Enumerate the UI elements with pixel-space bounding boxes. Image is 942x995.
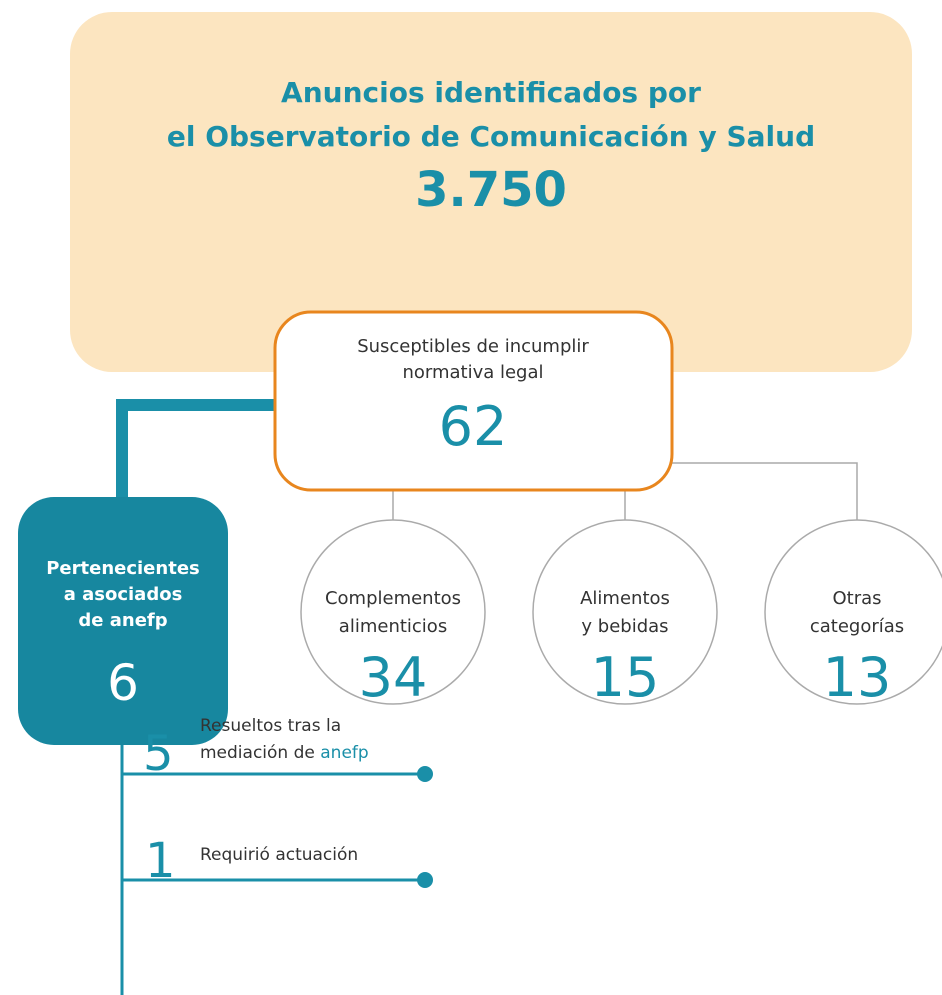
suspect-box	[273, 310, 674, 492]
members-box	[18, 497, 228, 745]
suspect-value: 62	[439, 395, 508, 458]
category-label: Otras	[832, 588, 881, 609]
category-circle	[532, 519, 718, 705]
category-label: Alimentos	[580, 588, 670, 609]
members-value: 6	[107, 654, 139, 712]
members-label: Pertenecientes	[46, 558, 200, 579]
category-value: 34	[359, 646, 428, 709]
dot	[417, 872, 433, 888]
members-label: de anefp	[78, 610, 167, 631]
dot	[417, 766, 433, 782]
total-value: 3.750	[415, 162, 567, 218]
category-label: y bebidas	[581, 616, 668, 637]
category-value: 13	[823, 646, 892, 709]
connector	[120, 740, 425, 995]
outcome-value: 1	[145, 833, 176, 889]
category-circle	[764, 519, 942, 705]
total-title: el Observatorio de Comunicación y Salud	[167, 120, 815, 153]
category-label: categorías	[810, 616, 904, 637]
total-title: Anuncios identificados por	[281, 76, 701, 109]
outcome-value: 5	[143, 726, 174, 782]
category-label: Complementos	[325, 588, 461, 609]
outcome-label: Requirió actuación	[200, 845, 358, 865]
outcome-label: Resueltos tras la	[200, 716, 341, 736]
outcome-label-part: mediación de	[200, 743, 320, 763]
outcome-highlight: anefp	[320, 743, 368, 763]
suspect-label: normativa legal	[402, 362, 543, 383]
total-box	[70, 12, 912, 372]
category-circle	[300, 519, 486, 705]
outcome-label: mediación de anefp	[200, 743, 369, 763]
suspect-label: Susceptibles de incumplir	[357, 336, 589, 357]
category-label: alimenticios	[339, 616, 447, 637]
connector	[116, 399, 280, 505]
members-label: a asociados	[64, 584, 183, 605]
category-value: 15	[591, 646, 660, 709]
